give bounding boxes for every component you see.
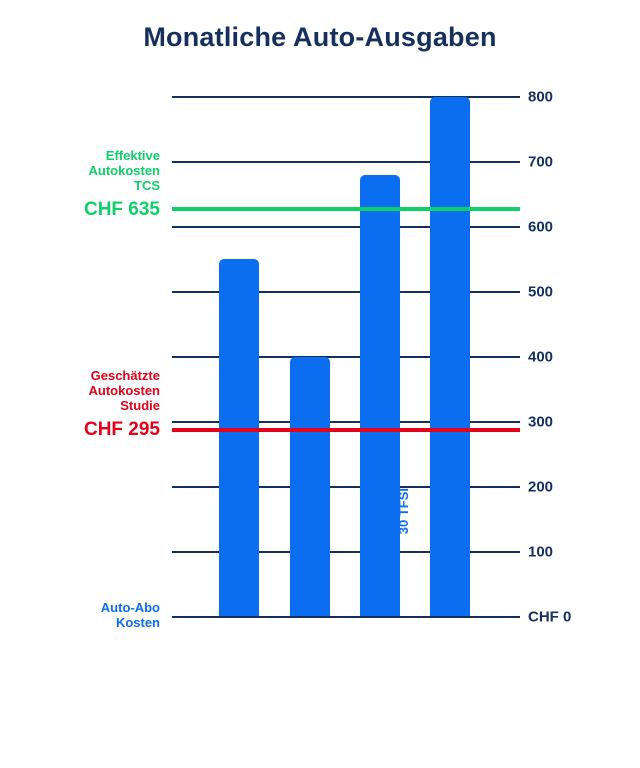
gridline-700 (172, 161, 520, 163)
bar-fiat-500[interactable]: ab CHF 399 (290, 357, 330, 616)
ytick-label-200: 200 (528, 478, 554, 496)
axis-baseline (172, 616, 520, 618)
annotation-auto-abo: Auto-Abo Kosten (30, 600, 160, 630)
ytick-label-600: 600 (528, 218, 554, 236)
bar-ford-puma[interactable]: ab CHF 549 (219, 259, 259, 616)
annotation-tcs-label: Effektive Autokosten TCS (88, 148, 161, 193)
ytick-label-0: CHF 0 (528, 608, 572, 626)
gridline-600 (172, 226, 520, 228)
category-label-audi-a1: Audi A1 Sportback 30 TFSI (366, 488, 411, 552)
ytick-label-100: 100 (528, 543, 554, 561)
category-label-ford-puma: Ford Puma ST-Line X (232, 488, 262, 556)
reference-line-tcs (172, 207, 520, 211)
reference-line-study (172, 428, 520, 432)
gridline-200 (172, 486, 520, 488)
ytick-label-500: 500 (528, 283, 554, 301)
category-label-fiat-500: Fiat 500 Dolcevita (303, 488, 333, 546)
ytick-label-700: 700 (528, 153, 554, 171)
annotation-study-value: CHF 295 (83, 419, 160, 440)
gridline-300 (172, 421, 520, 423)
gridline-400 (172, 356, 520, 358)
bar-value-wrap: ab CHF 549 (219, 269, 259, 419)
gridline-500 (172, 291, 520, 293)
gridline-100 (172, 551, 520, 553)
ytick-label-800: 800 (528, 88, 554, 106)
annotation-auto-abo-label: Auto-Abo Kosten (100, 600, 160, 630)
bar-value-wrap: ab CHF 799 (430, 107, 470, 257)
bar-audi-a1[interactable]: ab CHF 679 (360, 175, 400, 616)
ytick-label-400: 400 (528, 348, 554, 366)
annotation-study-label: Geschätzte Autokosten Studie (88, 368, 161, 413)
category-label-volvo-xc40: Volvo XC40 Recharge P6 (437, 488, 467, 567)
annotation-tcs: Effektive Autokosten TCS CHF 635 (30, 148, 160, 221)
bar-volvo-xc40[interactable]: ab CHF 799 (430, 97, 470, 616)
ytick-label-300: 300 (528, 413, 554, 431)
annotation-tcs-value: CHF 635 (83, 199, 160, 220)
annotation-study: Geschätzte Autokosten Studie CHF 295 (30, 368, 160, 441)
chart-title: Monatliche Auto-Ausgaben (143, 22, 497, 52)
plot-area: ab CHF 549 ab CHF 399 ab CHF 679 ab CHF … (172, 96, 520, 618)
gridline-800 (172, 96, 520, 98)
